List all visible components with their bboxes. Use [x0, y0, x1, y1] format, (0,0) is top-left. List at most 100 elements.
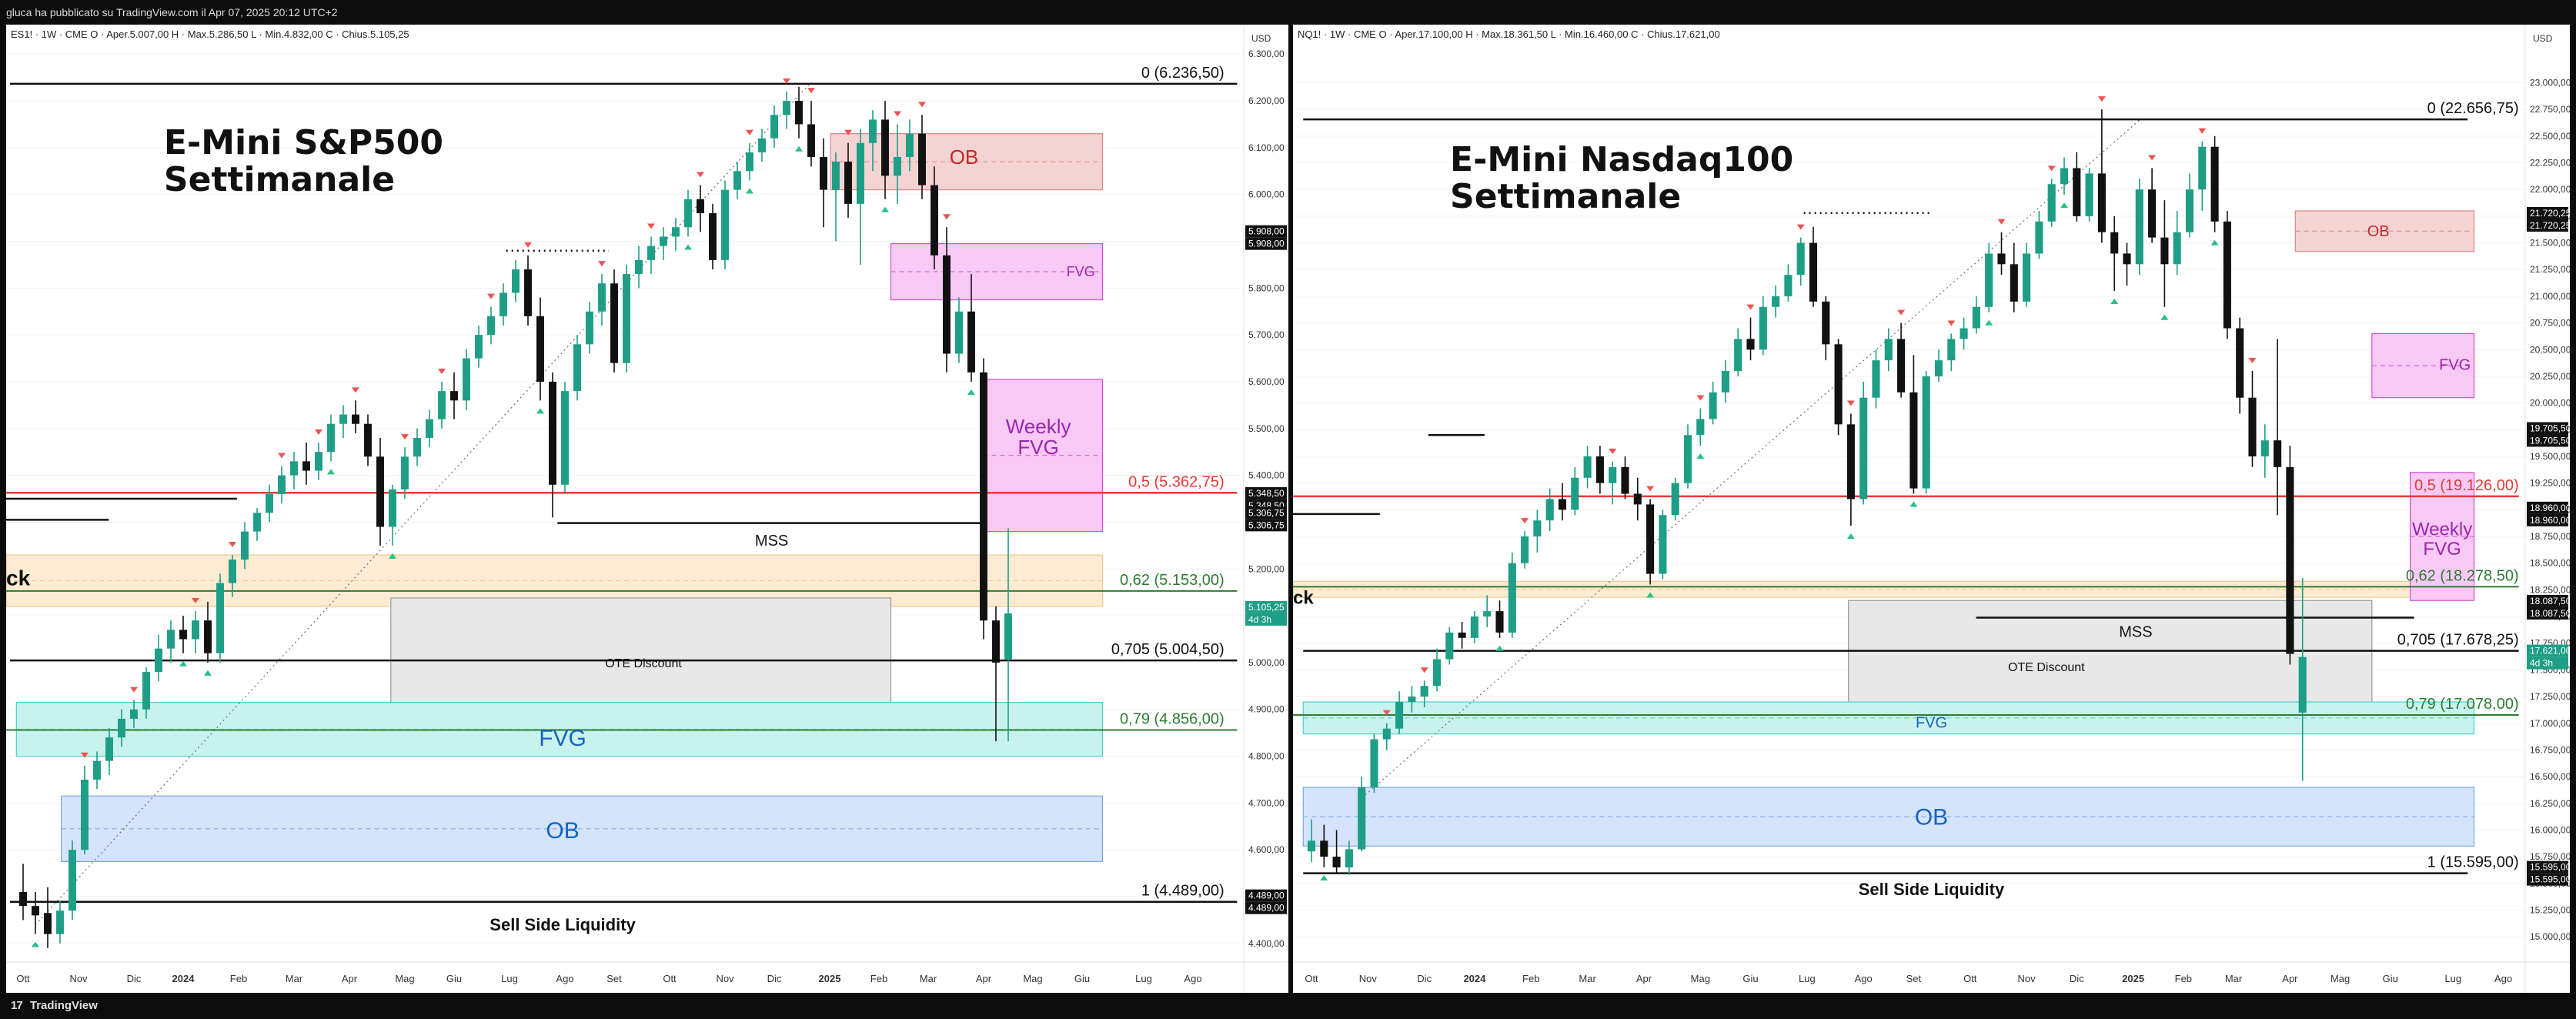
symbol-info: NQ1! · 1W · CME O · Aper.17.100,00 H · M… [1298, 28, 1720, 40]
chart-panel-es[interactable]: 0 (6.236,50) 0,5 (5.362,75) 0,62 (5.153,00… [6, 25, 1288, 993]
candle-body [1759, 306, 1767, 350]
candle-body [1332, 857, 1341, 868]
candle-body [1445, 632, 1454, 660]
candle-body [635, 259, 643, 275]
x-tick-label: Mar [2225, 973, 2243, 984]
swing-low-marker [1696, 453, 1705, 459]
price-tag-bg [2527, 606, 2568, 620]
price-tag-bg [2527, 644, 2568, 657]
price-tag-bg [1245, 225, 1287, 238]
fvg-bottom-label: FVG [1916, 714, 1947, 731]
price-tag: 5.105,25 [1248, 602, 1285, 613]
candle-body [536, 316, 544, 382]
nq-chart[interactable]: 0 (22.656,75) 0,5 (19.126,00) 0,62 (18.278… [1293, 25, 2570, 993]
candle-body [931, 185, 938, 256]
x-tick-label: Feb [870, 973, 887, 984]
candle-body [1420, 686, 1428, 697]
ob-bottom-label: OB [546, 818, 579, 844]
candle-body [487, 316, 495, 336]
swing-low-marker [536, 408, 544, 414]
y-tick-label: 16.250,00 [2530, 798, 2570, 809]
price-tag-bg [2527, 434, 2568, 447]
candle-body [302, 461, 310, 471]
candle-body [586, 311, 593, 345]
swing-high-marker [438, 368, 446, 374]
candle-body [266, 493, 273, 513]
x-tick-label: Dic [127, 973, 142, 984]
candle-body [918, 133, 926, 185]
ote-label: OTE Discount [2008, 661, 2085, 674]
fib-1-label: 1 (4.489,00) [1141, 883, 1225, 900]
candle-body [2060, 168, 2069, 185]
candle-body [1483, 611, 1492, 617]
candle-body [1508, 563, 1516, 633]
swing-high-marker [647, 223, 655, 229]
swing-high-marker [807, 88, 815, 94]
candle-body [1408, 697, 1416, 703]
es-chart[interactable]: 0 (6.236,50) 0,5 (5.362,75) 0,62 (5.153,00… [6, 25, 1288, 993]
price-tag: 4d 3h [2530, 658, 2553, 669]
fib-0-5-label: 0,5 (19.126,00) [2414, 477, 2519, 494]
x-tick-label: Lug [1135, 973, 1152, 984]
x-tick-label: Lug [1799, 973, 1816, 984]
x-tick-label: Lug [2444, 973, 2461, 984]
y-tick-label: 20.250,00 [2530, 371, 2570, 382]
candle-body [426, 419, 433, 438]
candle-body [2010, 264, 2018, 302]
candle-body [1822, 301, 1830, 345]
x-tick-label: Ago [556, 973, 573, 984]
candle-body [2047, 184, 2056, 222]
candle-body [315, 452, 322, 471]
candle-body [1784, 275, 1793, 296]
candle-body [1458, 632, 1466, 638]
fib-0-705-label: 0,705 (17.678,25) [2397, 632, 2519, 649]
mss-label: MSS [2119, 623, 2152, 640]
swing-high-marker [1897, 309, 1906, 316]
price-tag-bg [2527, 873, 2568, 886]
fib-0-705-label: 0,705 (5.004,50) [1111, 641, 1225, 658]
x-tick-label: Mag [395, 973, 414, 984]
candle-body [1558, 499, 1567, 510]
swing-low-marker [327, 469, 335, 475]
candle-body [1495, 611, 1504, 633]
candle-body [1909, 392, 1918, 489]
weekly-fvg-label: Weekly [2412, 520, 2472, 540]
y-tick-label: 22.000,00 [2530, 184, 2570, 195]
candle-body [524, 269, 532, 316]
ssl-label: Sell Side Liquidity [1859, 880, 2005, 899]
price-tag: 15.595,00 [2530, 874, 2570, 885]
candle-body [167, 630, 175, 649]
candle-body [2097, 173, 2106, 232]
swing-low-marker [2210, 239, 2219, 246]
candle-body [549, 381, 556, 485]
price-tag-bg [2527, 657, 2568, 670]
candle-body [352, 414, 359, 424]
price-tag: 15.595,00 [2530, 862, 2570, 873]
candle-body [1809, 242, 1818, 302]
chart-panel-nq[interactable]: 0 (22.656,75) 0,5 (19.126,00) 0,62 (18.278… [1293, 25, 2570, 993]
x-tick-label: Mag [2330, 973, 2350, 984]
swing-high-marker [81, 752, 89, 758]
price-tag-bg [1245, 519, 1287, 532]
swing-high-marker [487, 293, 495, 299]
chart-title: E-Mini S&P500 [164, 123, 443, 162]
candle-body [1583, 456, 1592, 478]
candle-body [130, 709, 138, 719]
x-tick-label: Feb [2175, 973, 2192, 984]
candle-body [906, 133, 914, 158]
swing-high-marker [130, 687, 138, 693]
price-tag-bg [2527, 594, 2568, 607]
candle-body [795, 101, 803, 125]
candle-body [44, 913, 52, 934]
swing-high-marker [278, 453, 286, 459]
chart-title: Settimanale [164, 160, 395, 199]
swing-high-marker [1646, 486, 1655, 492]
currency-label: USD [1251, 33, 1271, 44]
candle-body [2023, 253, 2031, 302]
candle-body [2085, 173, 2093, 216]
candle-body [2110, 232, 2119, 254]
swing-high-marker [1521, 518, 1529, 524]
candle-body [389, 489, 396, 527]
x-tick-label: 2025 [2122, 973, 2144, 984]
weekly-fvg-label: Weekly [1006, 415, 1071, 438]
